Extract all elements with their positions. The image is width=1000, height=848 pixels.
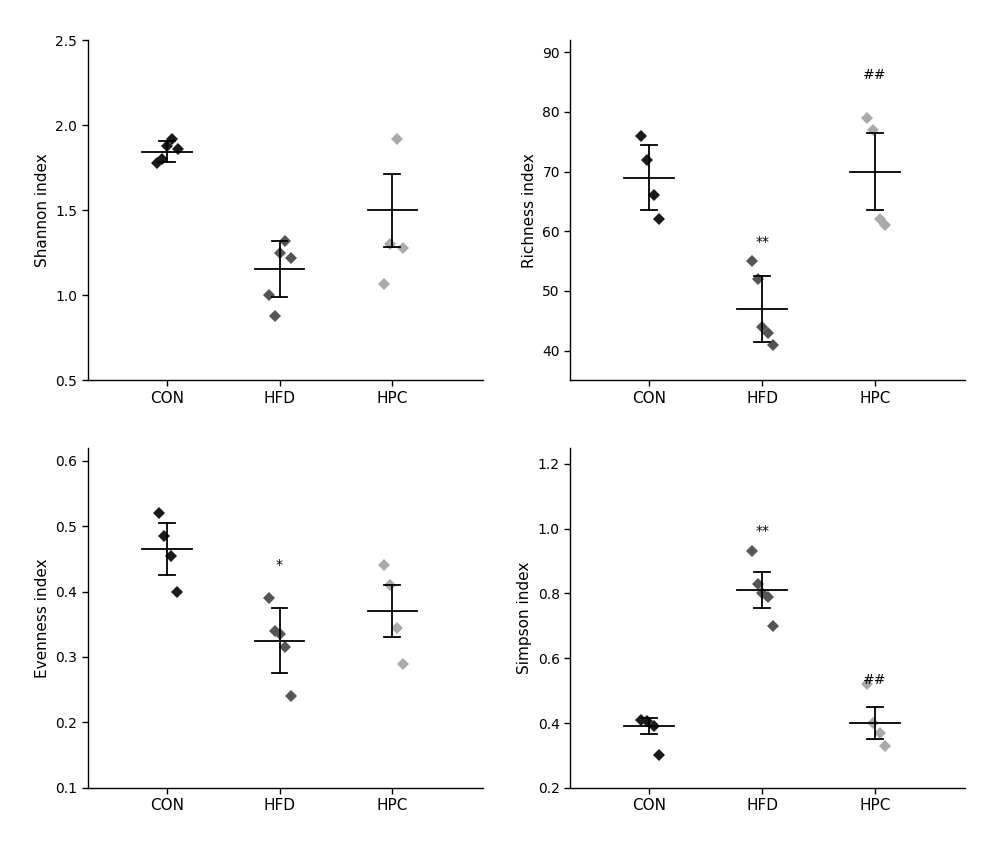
- Y-axis label: Shannon index: Shannon index: [35, 153, 50, 267]
- Y-axis label: Evenness index: Evenness index: [35, 558, 50, 678]
- Y-axis label: Simpson index: Simpson index: [517, 561, 532, 674]
- Text: *: *: [276, 558, 283, 572]
- Text: **: **: [755, 524, 769, 538]
- Text: ##: ##: [863, 68, 887, 82]
- Text: ##: ##: [863, 673, 887, 688]
- Text: **: **: [755, 235, 769, 249]
- Y-axis label: Richness index: Richness index: [522, 153, 537, 268]
